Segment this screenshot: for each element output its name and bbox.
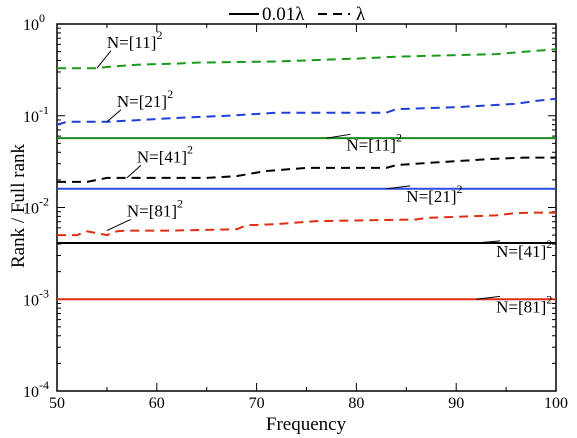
annotation-leader (96, 50, 112, 69)
y-tick-label: 10-3 (23, 286, 49, 309)
annotation-leader (386, 185, 411, 190)
data-series (56, 48, 557, 301)
annotation-label-s11_dashed: N=[11]2 (107, 28, 163, 52)
legend: 0.01λ λ (229, 4, 366, 25)
legend-dashed-label: λ (356, 4, 366, 25)
x-tick-label: 50 (49, 395, 65, 412)
annotation-label-s41_dashed: N=[41]2 (137, 142, 193, 166)
x-tick-label: 90 (448, 395, 464, 412)
annotation-leader (326, 133, 351, 139)
series-annotations: N=[11]2 N=[21]2 N=[41]2 N=[81]2 N=[11]2 N=[21… (96, 28, 552, 316)
series-line-s21_dashed (56, 97, 557, 126)
y-tick-label: 10-1 (23, 103, 49, 126)
x-tick-label: 70 (249, 395, 265, 412)
series-line-s11_dashed (57, 48, 557, 70)
y-tick-label: 10-4 (23, 378, 49, 401)
legend-solid-label: 0.01λ (262, 4, 305, 25)
axis-ticks: 50 60 70 80 90 100 10-4 10-3 10-2 10-1 100 (23, 11, 568, 412)
annotation-label-s81_dashed: N=[81]2 (127, 196, 183, 220)
annotation-label-s11_solid: N=[11]2 (346, 130, 402, 154)
y-tick-label: 100 (23, 11, 45, 34)
annotation-label-s81_solid: N=[81]2 (496, 292, 552, 316)
annotation-leader (476, 240, 501, 244)
annotation-label-s21_solid: N=[21]2 (406, 182, 462, 206)
series-line-s81_dashed (57, 211, 556, 237)
annotation-leader (126, 165, 142, 179)
x-tick-label: 100 (544, 395, 568, 412)
annotation-label-s21_dashed: N=[21]2 (117, 87, 173, 111)
y-axis-label: Rank / Full rank (8, 143, 29, 268)
series-line-s41_dashed (57, 156, 556, 183)
x-tick-label: 80 (348, 395, 364, 412)
annotation-leader (476, 295, 501, 300)
annotation-label-s41_solid: N=[41]2 (496, 237, 552, 261)
annotation-leader (106, 218, 132, 232)
x-axis-label: Frequency (266, 414, 347, 435)
y-tick-label: 10-2 (23, 195, 49, 218)
x-tick-label: 60 (149, 395, 165, 412)
annotation-leader (106, 109, 122, 123)
